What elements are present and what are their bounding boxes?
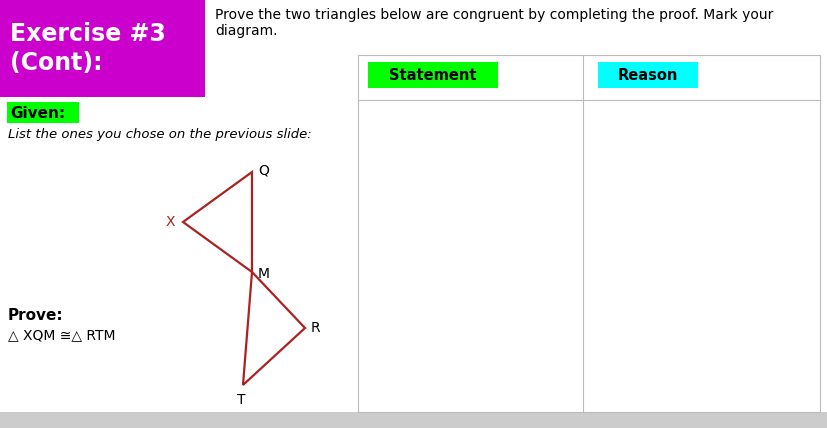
Text: X: X <box>165 215 174 229</box>
Text: △ XQM ≅△ RTM: △ XQM ≅△ RTM <box>8 328 115 342</box>
Text: T: T <box>237 393 245 407</box>
FancyBboxPatch shape <box>0 0 205 97</box>
Text: Statement: Statement <box>389 68 476 83</box>
Text: R: R <box>311 321 320 335</box>
Text: Exercise #3
(Cont):: Exercise #3 (Cont): <box>10 22 165 75</box>
Text: M: M <box>258 267 270 281</box>
Text: Given:: Given: <box>10 105 65 121</box>
Text: Q: Q <box>258 163 269 177</box>
FancyBboxPatch shape <box>597 62 697 88</box>
FancyBboxPatch shape <box>7 102 79 123</box>
FancyBboxPatch shape <box>0 412 827 428</box>
Text: Prove the two triangles below are congruent by completing the proof. Mark your
d: Prove the two triangles below are congru… <box>215 8 772 38</box>
Text: Reason: Reason <box>617 68 677 83</box>
Text: Prove:: Prove: <box>8 308 64 323</box>
FancyBboxPatch shape <box>367 62 497 88</box>
Text: List the ones you chose on the previous slide:: List the ones you chose on the previous … <box>8 128 312 141</box>
